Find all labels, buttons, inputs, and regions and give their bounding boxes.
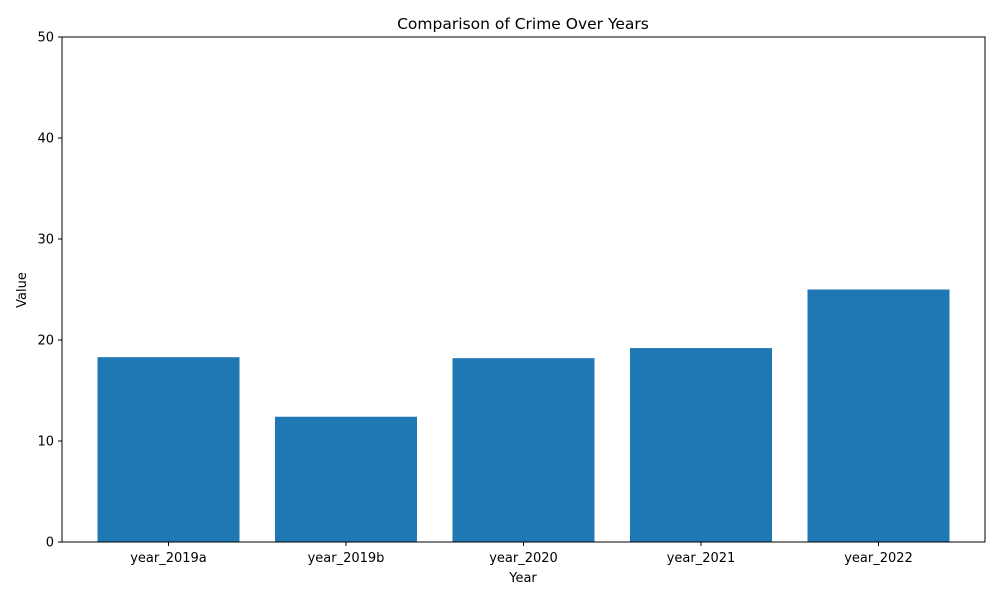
- x-tick-label: year_2019b: [308, 551, 385, 566]
- bar-year_2022: [807, 289, 950, 542]
- x-tick-label: year_2019a: [130, 551, 207, 566]
- bar-year_2021: [630, 348, 772, 542]
- y-axis-ticks: 0 10 20 30 40 50: [37, 31, 62, 551]
- x-tick-label: year_2020: [489, 551, 558, 566]
- chart-title: Comparison of Crime Over Years: [397, 15, 649, 33]
- y-tick-label: 40: [37, 132, 54, 147]
- y-tick-label: 20: [37, 334, 54, 349]
- y-tick-label: 30: [37, 233, 54, 248]
- plot-area-frame: [61, 36, 986, 543]
- y-tick-label: 50: [37, 31, 54, 46]
- x-tick-label: year_2022: [844, 551, 913, 566]
- bar-year_2020: [452, 358, 595, 542]
- bar-year_2019a: [97, 357, 240, 542]
- y-axis-label: Value: [15, 272, 30, 308]
- y-tick-label: 0: [46, 536, 54, 551]
- bar-year_2019b: [275, 416, 417, 542]
- y-tick-label: 10: [37, 435, 54, 450]
- x-tick-label: year_2021: [667, 551, 736, 566]
- bars-group: [97, 289, 950, 542]
- x-axis-label: Year: [508, 571, 537, 586]
- x-axis-ticks: year_2019a year_2019b year_2020 year_2021 ye…: [130, 542, 913, 566]
